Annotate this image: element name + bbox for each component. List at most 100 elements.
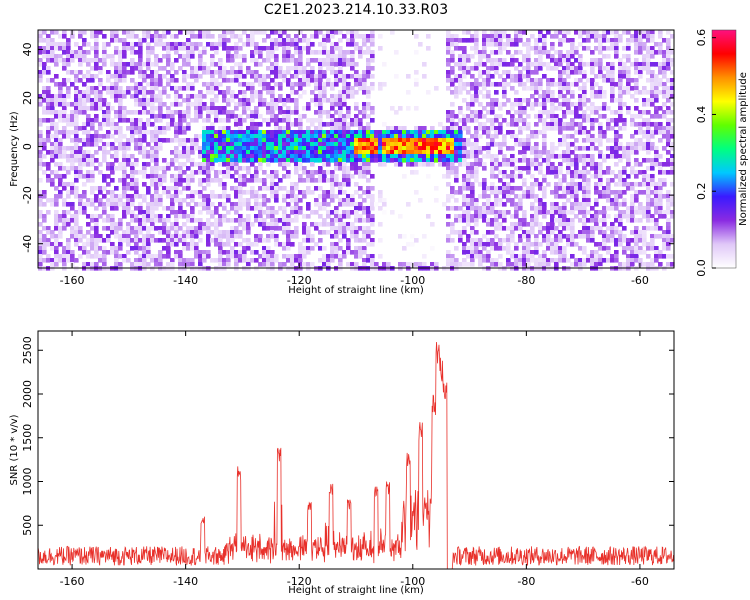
heatmap-cell [566, 86, 571, 91]
heatmap-cell [134, 42, 139, 47]
heatmap-cell [302, 154, 307, 159]
heatmap-cell [122, 206, 127, 211]
heatmap-cell [54, 62, 59, 67]
heatmap-cell [530, 150, 535, 155]
heatmap-cell [326, 194, 331, 199]
heatmap-cell [218, 126, 223, 131]
heatmap-cell [586, 238, 591, 243]
heatmap-cell [174, 250, 179, 255]
heatmap-cell [422, 158, 427, 163]
heatmap-cell [598, 258, 603, 263]
heatmap-cell [414, 162, 419, 167]
heatmap-cell [162, 30, 167, 35]
heatmap-cell [50, 262, 55, 267]
heatmap-cell [66, 114, 71, 119]
heatmap-cell [110, 198, 115, 203]
heatmap-cell [230, 138, 235, 143]
heatmap-cell [462, 122, 467, 127]
heatmap-cell [238, 202, 243, 207]
heatmap-cell [286, 154, 291, 159]
heatmap-cell [578, 34, 583, 39]
heatmap-cell [174, 190, 179, 195]
heatmap-cell [362, 34, 367, 39]
heatmap-cell [526, 98, 531, 103]
heatmap-cell [134, 214, 139, 219]
heatmap-cell [558, 166, 563, 171]
heatmap-cell [510, 234, 515, 239]
heatmap-cell [98, 198, 103, 203]
heatmap-cell [274, 98, 279, 103]
heatmap-cell [446, 162, 451, 167]
heatmap-cell [218, 82, 223, 87]
heatmap-cell [466, 82, 471, 87]
heatmap-cell [154, 258, 159, 263]
heatmap-cell [78, 50, 83, 55]
heatmap-cell [86, 62, 91, 67]
heatmap-cell [178, 234, 183, 239]
heatmap-cell [326, 82, 331, 87]
heatmap-cell [562, 210, 567, 215]
heatmap-cell [474, 174, 479, 179]
heatmap-cell [266, 50, 271, 55]
heatmap-cell [282, 134, 287, 139]
heatmap-cell [246, 114, 251, 119]
heatmap-cell [598, 242, 603, 247]
heatmap-cell [74, 70, 79, 75]
heatmap-cell [546, 114, 551, 119]
heatmap-cell [290, 198, 295, 203]
heatmap-cell [262, 82, 267, 87]
heatmap-cell [542, 110, 547, 115]
heatmap-cell [342, 178, 347, 183]
heatmap-cell [158, 66, 163, 71]
heatmap-cell [82, 58, 87, 63]
heatmap-cell [346, 38, 351, 43]
heatmap-cell [358, 122, 363, 127]
heatmap-cell [206, 210, 211, 215]
heatmap-cell [602, 222, 607, 227]
heatmap-cell [326, 62, 331, 67]
heatmap-cell [342, 174, 347, 179]
heatmap-cell [410, 170, 415, 175]
heatmap-cell [162, 86, 167, 91]
heatmap-cell [190, 158, 195, 163]
heatmap-cell [598, 210, 603, 215]
heatmap-cell [494, 214, 499, 219]
heatmap-cell [598, 190, 603, 195]
heatmap-cell [322, 162, 327, 167]
heatmap-cell [362, 218, 367, 223]
heatmap-cell [130, 238, 135, 243]
heatmap-cell [254, 46, 259, 51]
heatmap-cell [202, 34, 207, 39]
heatmap-cell [274, 174, 279, 179]
heatmap-cell [358, 166, 363, 171]
heatmap-cell [234, 130, 239, 135]
heatmap-cell [426, 158, 431, 163]
heatmap-cell [330, 210, 335, 215]
heatmap-cell [258, 62, 263, 67]
heatmap-cell [326, 98, 331, 103]
heatmap-cell [206, 226, 211, 231]
heatmap-cell [494, 130, 499, 135]
heatmap-cell [354, 166, 359, 171]
heatmap-cell [334, 102, 339, 107]
heatmap-cell [74, 134, 79, 139]
heatmap-cell [566, 186, 571, 191]
heatmap-cell [482, 166, 487, 171]
heatmap-cell [126, 226, 131, 231]
heatmap-cell [522, 158, 527, 163]
heatmap-cell [458, 138, 463, 143]
heatmap-cell [266, 90, 271, 95]
heatmap-cell [74, 90, 79, 95]
heatmap-cell [66, 190, 71, 195]
heatmap-cell [402, 134, 407, 139]
heatmap-cell [334, 146, 339, 151]
heatmap-cell [134, 190, 139, 195]
heatmap-cell [570, 182, 575, 187]
heatmap-cell [362, 50, 367, 55]
heatmap-cell [146, 98, 151, 103]
heatmap-cell [122, 94, 127, 99]
heatmap-cell [214, 134, 219, 139]
heatmap-cell [170, 122, 175, 127]
heatmap-cell [598, 170, 603, 175]
heatmap-cell [198, 106, 203, 111]
